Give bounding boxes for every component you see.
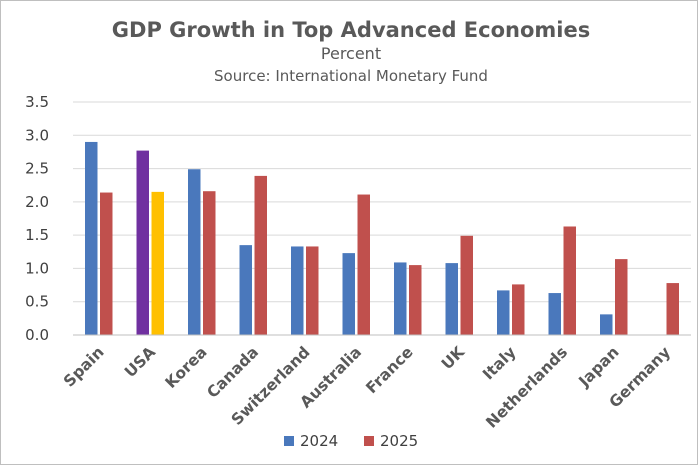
bar-2024-canada <box>239 245 252 335</box>
y-tick-label: 2.0 <box>25 193 49 211</box>
chart-source: Source: International Monetary Fund <box>214 67 488 85</box>
y-axis-ticks: 0.0 0.5 1.0 1.5 2.0 2.5 3.0 3.5 <box>25 93 49 344</box>
bar-2025-switzerland <box>306 246 319 335</box>
bar-2025-spain <box>100 192 113 335</box>
bar-2025-france <box>409 265 422 335</box>
bar-2025-italy <box>512 284 525 335</box>
bar-2024-korea <box>188 169 201 335</box>
x-axis-ticks: Spain USA KoreaCanadaSwitzerlandAustraliaF… <box>60 342 674 431</box>
bar-2024-switzerland <box>291 246 304 335</box>
chart-subtitle: Percent <box>321 44 381 63</box>
bar-2024-spain <box>85 141 98 335</box>
bar-2025-canada <box>254 175 267 335</box>
bar-2024-australia <box>342 253 355 335</box>
bar-2024-usa <box>136 150 149 335</box>
y-tick-label: 3.0 <box>25 126 49 144</box>
x-tick-label: Italy <box>479 343 519 383</box>
bar-2024-italy <box>497 290 510 335</box>
x-tick-label: Korea <box>162 343 211 392</box>
bar-2025-uk <box>460 235 473 335</box>
x-tick-label: France <box>363 343 417 397</box>
bars <box>85 141 679 335</box>
chart-title: GDP Growth in Top Advanced Economies <box>112 18 590 42</box>
legend-label: 2024 <box>300 432 338 450</box>
y-tick-label: 2.5 <box>25 160 49 178</box>
x-tick-label: Spain <box>60 343 107 390</box>
y-tick-label: 3.5 <box>25 93 49 111</box>
legend-swatch <box>284 436 294 446</box>
bar-2024-france <box>394 262 407 335</box>
legend: 2024 2025 <box>284 432 418 450</box>
y-tick-label: 1.0 <box>25 259 49 277</box>
legend-label: 2025 <box>380 432 418 450</box>
bar-2025-germany <box>666 283 679 335</box>
x-tick-label: Japan <box>575 343 623 391</box>
bar-2024-netherlands <box>548 293 561 335</box>
bar-2025-australia <box>357 194 370 335</box>
legend-swatch <box>364 436 374 446</box>
bar-2024-japan <box>600 314 613 335</box>
bar-2024-uk <box>445 263 458 335</box>
y-tick-label: 0.5 <box>25 293 49 311</box>
bar-2025-usa <box>151 191 164 335</box>
x-tick-label: USA <box>121 343 159 381</box>
x-tick-label: UK <box>438 342 469 373</box>
bar-2025-korea <box>203 191 216 335</box>
bar-2025-netherlands <box>563 226 576 335</box>
y-tick-label: 0.0 <box>25 326 49 344</box>
y-tick-label: 1.5 <box>25 226 49 244</box>
bar-2025-japan <box>615 259 628 335</box>
gridlines <box>73 101 691 303</box>
